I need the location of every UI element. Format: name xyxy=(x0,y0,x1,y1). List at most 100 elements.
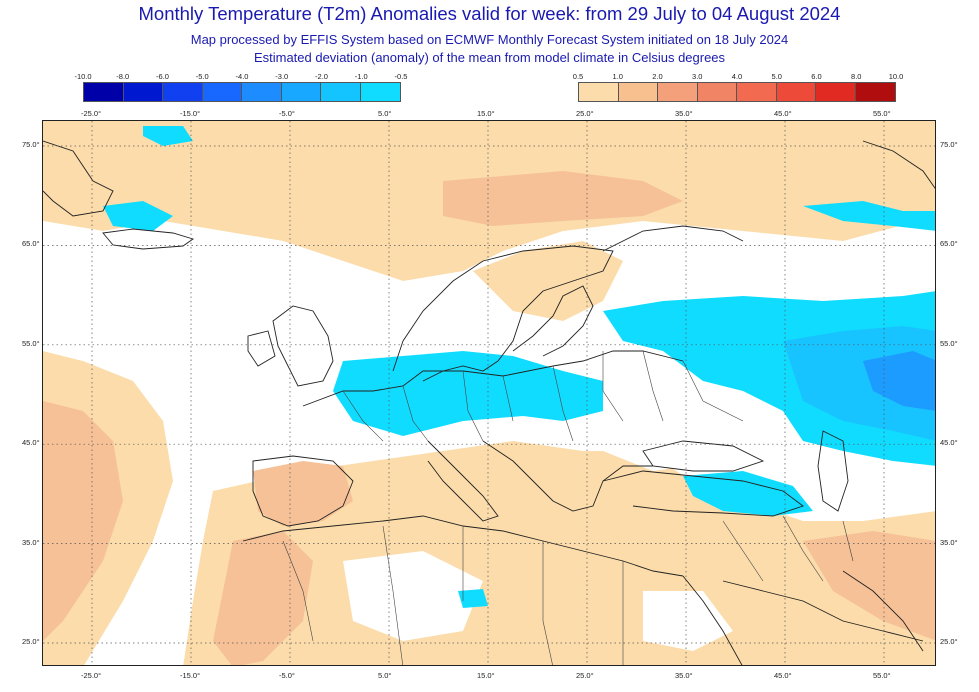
legend-label: 4.0 xyxy=(731,72,743,81)
legend-label: 3.0 xyxy=(692,72,703,81)
warm-area-iberia xyxy=(253,461,353,526)
longitude-label: 55.0° xyxy=(873,671,891,680)
longitude-label: 15.0° xyxy=(477,109,495,118)
warm-area-middle-east-dark xyxy=(803,531,935,641)
coastline-western-europe xyxy=(302,350,684,407)
legend-swatch xyxy=(697,83,737,101)
legend-label: -2.0 xyxy=(315,72,328,81)
cold-area-kazakh-dark xyxy=(863,351,935,411)
border-lines-africa xyxy=(282,525,624,665)
coastline-turkey xyxy=(602,470,804,517)
coastline-black-sea xyxy=(642,440,765,472)
longitude-label: 45.0° xyxy=(774,109,792,118)
cold-area-svalbard xyxy=(143,126,193,146)
latitude-label: 45.0° xyxy=(22,438,40,448)
longitude-label: -5.0° xyxy=(279,671,295,680)
legend-swatch xyxy=(84,83,124,101)
anomaly-map xyxy=(42,120,936,666)
legend-swatch xyxy=(776,83,816,101)
cold-area-turkey xyxy=(683,471,813,516)
coastline-italy xyxy=(427,440,499,522)
legend-label: -3.0 xyxy=(275,72,289,81)
longitude-label: 35.0° xyxy=(675,671,693,680)
coastline-iceland xyxy=(102,228,195,250)
legend-label: 0.5 xyxy=(572,72,584,81)
coastline-north-africa xyxy=(242,515,684,577)
legend-label: -4.0 xyxy=(235,72,249,81)
cold-area-iceland xyxy=(103,201,173,231)
legend-label: -8.0 xyxy=(116,72,130,81)
neutral-layer xyxy=(43,221,743,651)
latitude-label: 35.0° xyxy=(22,537,40,547)
legend-warm-colorbar xyxy=(578,82,896,102)
neutral-area-east-europe xyxy=(563,371,743,471)
coastline-iberia xyxy=(252,455,354,527)
border-lines-middle-east xyxy=(722,515,854,582)
legend-swatch xyxy=(737,83,777,101)
legend-label: 1.0 xyxy=(612,72,623,81)
longitude-label: 25.0° xyxy=(576,671,594,680)
warm-anomaly-layer xyxy=(43,121,935,665)
legend-label: -6.0 xyxy=(156,72,169,81)
coastline-layer xyxy=(43,140,935,665)
legend-label: -10.0 xyxy=(74,72,92,81)
neutral-area-atlantic-north xyxy=(43,221,423,391)
legend-swatch xyxy=(658,83,698,101)
warm-area-arctic-dark xyxy=(443,171,683,226)
cold-area-central-europe xyxy=(333,351,603,436)
longitude-label: 45.0° xyxy=(774,671,792,680)
longitude-label: -5.0° xyxy=(279,109,295,118)
legend-label: -0.5 xyxy=(394,72,408,81)
coastline-uk xyxy=(272,305,334,387)
legend-label: -5.0 xyxy=(195,72,209,81)
longitude-label: -25.0° xyxy=(81,109,102,118)
map-subtitle-processing: Map processed by EFFIS System based on E… xyxy=(190,32,789,47)
longitude-label: 15.0° xyxy=(477,671,495,680)
coastline-greenland xyxy=(43,140,114,217)
coastline-novaya-zemlya xyxy=(862,140,935,189)
latitude-label: 35.0° xyxy=(940,537,958,547)
legend-swatch xyxy=(163,83,203,101)
graticule-layer xyxy=(43,121,935,665)
latitude-label: 65.0° xyxy=(22,239,40,249)
latitude-label: 25.0° xyxy=(940,637,958,646)
legend-label: 6.0 xyxy=(811,72,822,81)
legend-swatch xyxy=(360,83,400,101)
cold-area-sahara-spot xyxy=(458,589,488,608)
latitude-label: 55.0° xyxy=(22,338,40,348)
neutral-area-sahara xyxy=(343,551,483,641)
coastline-kola xyxy=(602,225,744,252)
legend-label: 10.0 xyxy=(888,72,904,81)
coastline-norway xyxy=(392,245,614,382)
latitude-label: 55.0° xyxy=(940,338,958,348)
map-subtitle-description: Estimated deviation (anomaly) of the mea… xyxy=(253,50,726,65)
coastline-baltic xyxy=(512,285,594,357)
longitude-label: -25.0° xyxy=(81,671,102,680)
cold-anomaly-layer xyxy=(103,126,935,608)
legend-swatch xyxy=(321,83,361,101)
longitude-label: 55.0° xyxy=(873,109,891,118)
warm-area-morocco-dark xyxy=(213,531,313,665)
longitude-label: 5.0° xyxy=(378,109,392,118)
coastline-red-sea xyxy=(682,575,743,665)
coastline-balkans xyxy=(482,440,653,512)
coastline-arabia xyxy=(722,580,924,642)
legend-swatch xyxy=(202,83,242,101)
coastline-caspian xyxy=(817,430,849,512)
longitude-label: 5.0° xyxy=(378,671,392,680)
legend-label: 8.0 xyxy=(851,72,862,81)
legend-cold-colorbar xyxy=(83,82,401,102)
country-border-layer xyxy=(282,350,854,665)
coastline-persian-gulf xyxy=(842,570,924,652)
legend-swatch xyxy=(618,83,658,101)
legend-swatch xyxy=(579,83,619,101)
legend-label: 2.0 xyxy=(652,72,663,81)
legend-swatch xyxy=(816,83,856,101)
longitude-label: -15.0° xyxy=(180,671,201,680)
coastline-ireland xyxy=(247,330,276,367)
neutral-area-egypt xyxy=(643,591,733,651)
legend-swatch xyxy=(281,83,321,101)
longitude-label: 35.0° xyxy=(675,109,693,118)
border-lines-europe xyxy=(342,350,744,442)
legend-swatch xyxy=(123,83,163,101)
